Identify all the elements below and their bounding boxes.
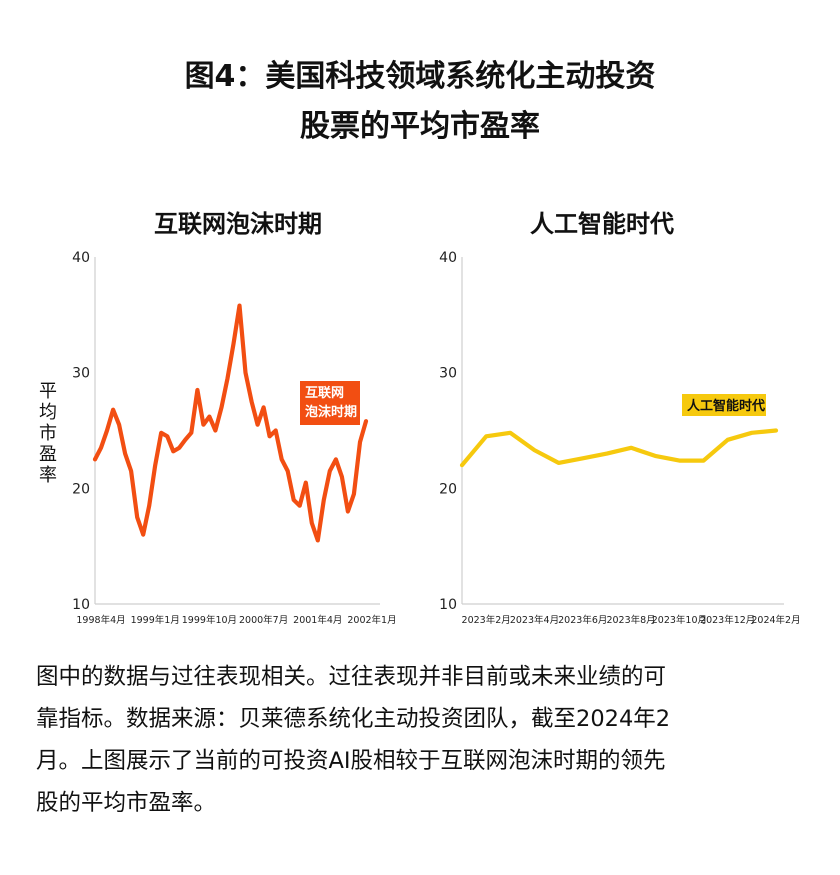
caption-line-1: 图中的数据与过往表现相关。过往表现并非目前或未来业绩的可	[36, 664, 667, 690]
x-tick-label: 2023年8月	[606, 614, 655, 626]
annotation-text: 泡沫时期	[305, 404, 357, 420]
y-axis-label-char: 市	[39, 423, 57, 444]
y-tick-label: 40	[72, 250, 90, 266]
main-title-line-2: 股票的平均市盈率	[300, 109, 540, 144]
y-axis-label-char: 平	[39, 381, 57, 402]
x-tick-label: 2023年10月	[652, 614, 707, 626]
caption-line-2: 靠指标。数据来源：贝莱德系统化主动投资团队，截至2024年2	[36, 706, 671, 732]
x-tick-label: 2000年7月	[239, 614, 288, 626]
x-tick-label: 1998年4月	[76, 614, 125, 626]
y-tick-label: 20	[439, 481, 457, 497]
chart-title: 互联网泡沫时期	[154, 210, 322, 238]
annotation-label: 人工智能时代	[682, 394, 766, 416]
annotation-label: 互联网泡沫时期	[300, 381, 360, 425]
y-tick-label: 10	[72, 597, 90, 613]
chart-title: 人工智能时代	[530, 210, 674, 238]
x-tick-label: 2001年4月	[293, 614, 342, 626]
caption: 图中的数据与过往表现相关。过往表现并非目前或未来业绩的可 靠指标。数据来源：贝莱…	[36, 656, 826, 824]
y-tick-label: 30	[72, 366, 90, 382]
annotation-text: 人工智能时代	[687, 398, 765, 414]
ai-era-chart: 人工智能时代10203040平均市盈率2023年2月2023年4月2023年6月…	[439, 210, 800, 626]
annotation-text: 互联网	[305, 386, 344, 401]
y-tick-label: 40	[439, 250, 457, 266]
x-tick-label: 2024年2月	[751, 614, 800, 626]
caption-line-4: 股的平均市盈率。	[36, 790, 217, 816]
main-title: 图4：美国科技领域系统化主动投资 股票的平均市盈率	[0, 52, 840, 152]
x-tick-label: 1999年1月	[131, 614, 180, 626]
annotation-box	[682, 394, 766, 416]
y-axis-label-char: 盈	[39, 444, 57, 465]
annotation-box	[300, 381, 360, 425]
y-tick-label: 20	[72, 481, 90, 497]
x-tick-label: 2023年6月	[558, 614, 607, 626]
y-tick-label: 10	[439, 597, 457, 613]
y-tick-label: 30	[439, 366, 457, 382]
series-line	[459, 428, 779, 468]
series-line	[92, 303, 369, 543]
y-axis-label-char: 率	[39, 465, 57, 486]
x-tick-label: 2002年1月	[347, 614, 396, 626]
x-tick-label: 2023年2月	[462, 614, 511, 626]
x-tick-label: 1999年10月	[182, 614, 237, 626]
x-tick-label: 2023年4月	[510, 614, 559, 626]
caption-line-3: 月。上图展示了当前的可投资AI股相较于互联网泡沫时期的领先	[36, 748, 666, 774]
x-tick-label: 2023年12月	[700, 614, 755, 626]
y-axis-label-char: 均	[39, 402, 57, 423]
main-title-line-1: 图4：美国科技领域系统化主动投资	[184, 59, 656, 94]
